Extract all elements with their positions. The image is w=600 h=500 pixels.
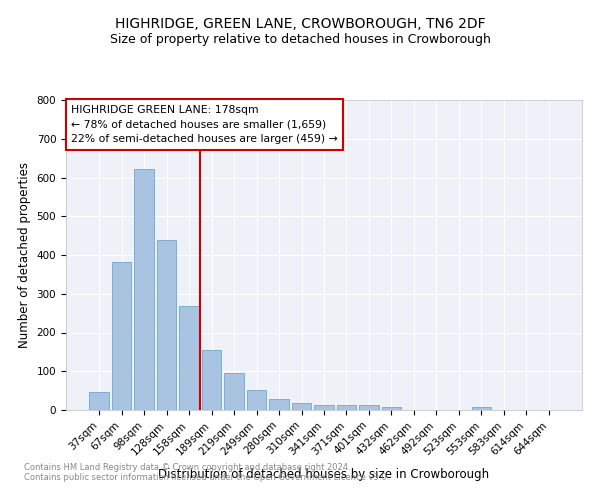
Text: HIGHRIDGE GREEN LANE: 178sqm
← 78% of detached houses are smaller (1,659)
22% of: HIGHRIDGE GREEN LANE: 178sqm ← 78% of de…: [71, 104, 338, 144]
Bar: [89, 392, 109, 410]
Text: Size of property relative to detached houses in Crowborough: Size of property relative to detached ho…: [110, 32, 490, 46]
Bar: [269, 399, 289, 410]
X-axis label: Distribution of detached houses by size in Crowborough: Distribution of detached houses by size …: [158, 468, 490, 480]
Text: Contains public sector information licensed under the Open Government Licence v3: Contains public sector information licen…: [24, 474, 389, 482]
Text: Contains HM Land Registry data © Crown copyright and database right 2024.: Contains HM Land Registry data © Crown c…: [24, 464, 350, 472]
Bar: [202, 350, 221, 410]
Bar: [292, 403, 311, 410]
Bar: [134, 168, 154, 410]
Bar: [382, 408, 401, 410]
Bar: [224, 373, 244, 410]
Bar: [314, 406, 334, 410]
Bar: [179, 306, 199, 410]
Bar: [247, 390, 266, 410]
Bar: [472, 407, 491, 410]
Bar: [359, 404, 379, 410]
Bar: [157, 240, 176, 410]
Y-axis label: Number of detached properties: Number of detached properties: [18, 162, 31, 348]
Text: HIGHRIDGE, GREEN LANE, CROWBOROUGH, TN6 2DF: HIGHRIDGE, GREEN LANE, CROWBOROUGH, TN6 …: [115, 18, 485, 32]
Bar: [337, 406, 356, 410]
Bar: [112, 262, 131, 410]
